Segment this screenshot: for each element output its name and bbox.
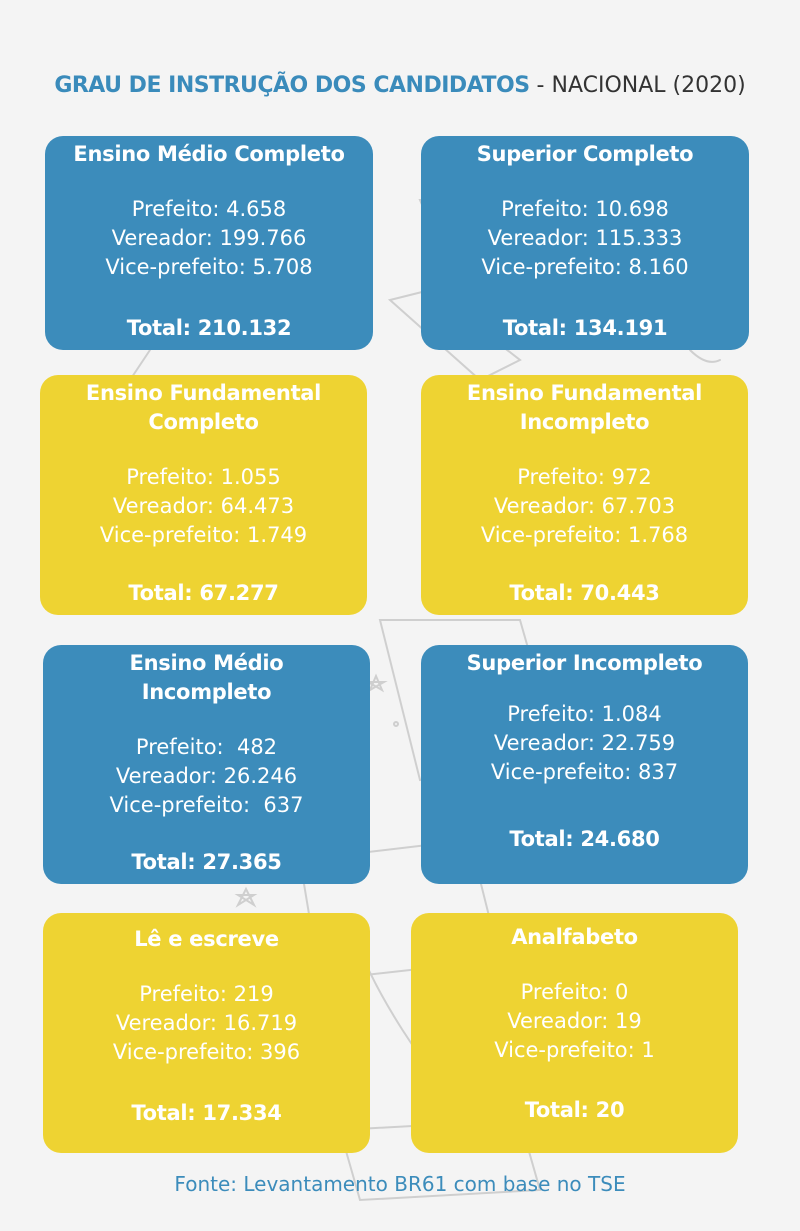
stat-prefeito: Prefeito: 972	[517, 465, 652, 489]
stat-vice-prefeito: Vice-prefeito: 837	[490, 760, 679, 784]
card-total: Total: 67.277	[128, 581, 279, 605]
card-title: Ensino Fundamental Incompleto	[466, 381, 703, 434]
stat-vereador: Vereador: 19	[507, 1009, 642, 1033]
card-stats: Prefeito: 972 Vereador: 67.703 Vice-pref…	[481, 463, 688, 550]
stat-vice-prefeito: Vice-prefeito: 8.160	[481, 255, 689, 279]
card-stats: Prefeito: 1.055 Vereador: 64.473 Vice-pr…	[100, 463, 307, 550]
stat-prefeito: Prefeito: 219	[139, 982, 274, 1006]
stat-prefeito: Prefeito: 1.055	[126, 465, 281, 489]
stat-vereador: Vereador: 67.703	[493, 494, 676, 518]
card-title: Ensino Médio Incompleto	[129, 651, 284, 704]
stat-prefeito: Prefeito: 482	[135, 735, 278, 759]
card-total: Total: 24.680	[509, 827, 660, 851]
card-stats: Prefeito: 4.658 Vereador: 199.766 Vice-p…	[105, 195, 312, 282]
card-ensino-fundamental-incompleto: Ensino Fundamental Incompleto Prefeito: …	[421, 375, 748, 615]
stat-vice-prefeito: Vice-prefeito: 637	[109, 793, 304, 817]
stat-vice-prefeito: Vice-prefeito: 1.768	[480, 523, 689, 547]
card-title: Lê e escreve	[134, 927, 279, 951]
card-title: Ensino Médio Completo	[73, 142, 345, 166]
card-stats: Prefeito: 219 Vereador: 16.719 Vice-pref…	[113, 980, 300, 1067]
stat-vice-prefeito: Vice-prefeito: 396	[112, 1040, 301, 1064]
card-title: Superior Completo	[476, 142, 694, 166]
card-title: Ensino Fundamental Completo	[85, 381, 322, 434]
stat-vereador: Vereador: 16.719	[115, 1011, 298, 1035]
stat-vereador: Vereador: 199.766	[111, 226, 307, 250]
card-title: Analfabeto	[511, 925, 638, 949]
card-superior-incompleto: Superior Incompleto Prefeito: 1.084 Vere…	[421, 645, 748, 884]
stat-prefeito: Prefeito: 1.084	[507, 702, 662, 726]
card-total: Total: 134.191	[502, 316, 668, 340]
card-superior-completo: Superior Completo Prefeito: 10.698 Verea…	[421, 136, 749, 350]
card-total: Total: 210.132	[126, 316, 292, 340]
stat-vereador: Vereador: 115.333	[487, 226, 683, 250]
stat-vice-prefeito: Vice-prefeito: 1.749	[99, 523, 308, 547]
card-stats: Prefeito: 10.698 Vereador: 115.333 Vice-…	[481, 195, 688, 282]
stat-vereador: Vereador: 22.759	[493, 731, 676, 755]
card-le-e-escreve: Lê e escreve Prefeito: 219 Vereador: 16.…	[43, 913, 370, 1153]
card-title: Superior Incompleto	[466, 651, 703, 675]
stat-prefeito: Prefeito: 0	[520, 980, 629, 1004]
stat-vice-prefeito: Vice-prefeito: 1	[494, 1038, 655, 1062]
card-stats: Prefeito: 1.084 Vereador: 22.759 Vice-pr…	[491, 700, 678, 787]
source-note: Fonte: Levantamento BR61 com base no TSE	[174, 1172, 626, 1196]
card-total: Total: 20	[524, 1098, 625, 1122]
card-total: Total: 27.365	[131, 850, 282, 874]
card-total: Total: 17.334	[131, 1101, 282, 1125]
card-analfabeto: Analfabeto Prefeito: 0 Vereador: 19 Vice…	[411, 913, 738, 1153]
stat-prefeito: Prefeito: 4.658	[131, 197, 287, 221]
card-stats: Prefeito: 482 Vereador: 26.246 Vice-pref…	[110, 733, 304, 820]
page-title-scope: - NACIONAL (2020)	[529, 73, 746, 98]
card-ensino-medio-incompleto: Ensino Médio Incompleto Prefeito: 482 Ve…	[43, 645, 370, 884]
page-title: GRAU DE INSTRUÇÃO DOS CANDIDATOS - NACIO…	[0, 70, 800, 102]
stat-vereador: Vereador: 64.473	[112, 494, 295, 518]
stat-prefeito: Prefeito: 10.698	[501, 197, 669, 221]
card-total: Total: 70.443	[509, 581, 660, 605]
card-ensino-fundamental-completo: Ensino Fundamental Completo Prefeito: 1.…	[40, 375, 367, 615]
stat-vereador: Vereador: 26.246	[115, 764, 298, 788]
card-ensino-medio-completo: Ensino Médio Completo Prefeito: 4.658 Ve…	[45, 136, 373, 350]
page-title-main: GRAU DE INSTRUÇÃO DOS CANDIDATOS	[54, 73, 530, 98]
stat-vice-prefeito: Vice-prefeito: 5.708	[105, 255, 313, 279]
card-stats: Prefeito: 0 Vereador: 19 Vice-prefeito: …	[494, 978, 655, 1065]
